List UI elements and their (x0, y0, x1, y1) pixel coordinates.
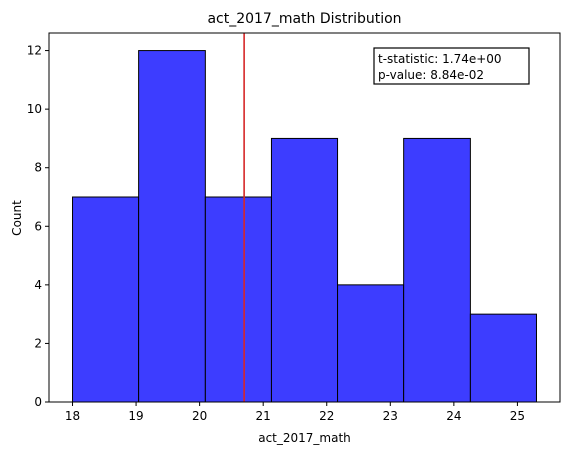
y-tick-label: 12 (27, 44, 42, 58)
histogram-bar-7 (469, 313, 537, 403)
x-tick-label: 20 (192, 409, 207, 423)
x-axis: 18 19 20 21 22 23 24 25 (65, 402, 525, 423)
x-tick-label: 25 (510, 409, 525, 423)
p-value-text: p-value: 8.84e-02 (378, 68, 484, 82)
y-axis-label: Count (10, 200, 24, 236)
x-tick-label: 21 (256, 409, 271, 423)
y-tick-label: 4 (34, 278, 42, 292)
histogram-bar-3 (204, 196, 272, 403)
histogram-bar-4 (270, 137, 339, 403)
x-tick-label: 24 (446, 409, 461, 423)
plot-area (48, 32, 561, 403)
x-tick-label: 18 (65, 409, 80, 423)
stats-box (373, 47, 530, 85)
stats-annotation: t-statistic: 1.74e+00 p-value: 8.84e-02 (373, 47, 530, 85)
y-tick-label: 10 (27, 102, 42, 116)
plot-frame (48, 32, 561, 403)
x-tick-label: 22 (319, 409, 334, 423)
histogram-bar-2 (138, 50, 206, 403)
x-axis-label: act_2017_math (258, 431, 351, 445)
chart-title: act_2017_math Distribution (207, 11, 401, 27)
histogram-bar-6 (403, 137, 471, 403)
y-tick-label: 0 (34, 395, 42, 409)
histogram-bar-1 (72, 196, 140, 403)
histogram-bar-5 (337, 284, 405, 403)
y-axis: 0 2 4 6 8 10 12 (27, 44, 49, 409)
x-tick-label: 23 (383, 409, 398, 423)
y-tick-label: 8 (34, 161, 42, 175)
x-tick-label: 19 (128, 409, 143, 423)
y-tick-label: 6 (34, 219, 42, 233)
y-tick-label: 2 (34, 336, 42, 350)
t-statistic-text: t-statistic: 1.74e+00 (378, 52, 502, 66)
